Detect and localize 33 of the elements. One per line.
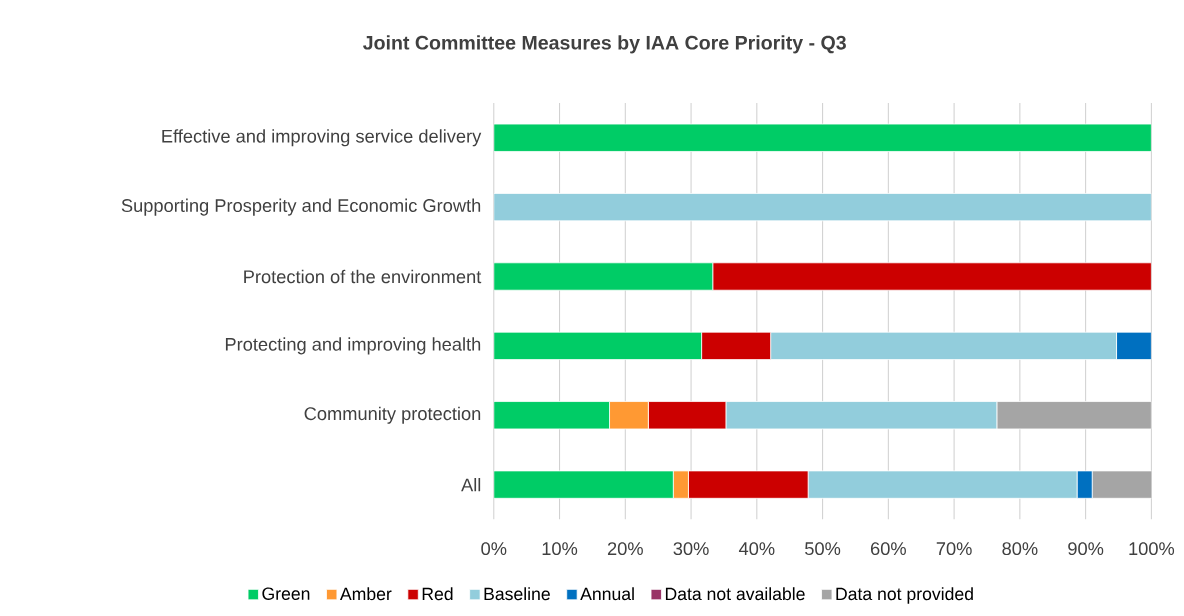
x-tick-label: 90% bbox=[1068, 542, 1104, 556]
legend-label: Baseline bbox=[484, 587, 550, 601]
legend-label: Annual bbox=[580, 587, 634, 601]
y-tick-label: All bbox=[461, 478, 481, 492]
y-tick-label: Supporting Prosperity and Economic Growth bbox=[121, 198, 481, 216]
legend-label: Data not provided bbox=[836, 587, 973, 604]
bar bbox=[701, 331, 772, 361]
x-tick-label: 30% bbox=[673, 542, 709, 556]
x-tick-label: 70% bbox=[936, 542, 972, 556]
chart-title: Joint Committee Measures by IAA Core Priority - Q3 bbox=[363, 35, 846, 54]
bar bbox=[996, 401, 1152, 430]
y-tick-label: Effective and improving service delivery bbox=[162, 129, 482, 147]
bar bbox=[712, 262, 1152, 291]
y-tick-label: Protecting and improving health bbox=[225, 337, 481, 355]
y-tick-label: Protection of the environment bbox=[244, 269, 482, 284]
legend-label: Red bbox=[422, 587, 453, 601]
x-tick-label: 40% bbox=[738, 542, 775, 556]
bar bbox=[1091, 470, 1152, 499]
x-tick-label: 100% bbox=[1129, 542, 1175, 556]
bar bbox=[493, 193, 1152, 222]
legend-label: Amber bbox=[339, 587, 392, 601]
bar bbox=[493, 123, 1152, 152]
x-tick-label: 60% bbox=[870, 542, 906, 556]
legend-label: Data not available bbox=[665, 587, 805, 601]
x-tick-label: 10% bbox=[542, 542, 578, 556]
x-tick-label: 80% bbox=[1002, 542, 1038, 556]
y-tick-label: Community protection bbox=[304, 406, 481, 424]
bar bbox=[688, 470, 809, 499]
bar bbox=[647, 401, 727, 430]
legend-label: Green bbox=[262, 587, 310, 600]
x-tick-label: 50% bbox=[805, 542, 841, 556]
x-tick-label: 0% bbox=[481, 542, 507, 556]
x-tick-label: 20% bbox=[607, 542, 643, 556]
